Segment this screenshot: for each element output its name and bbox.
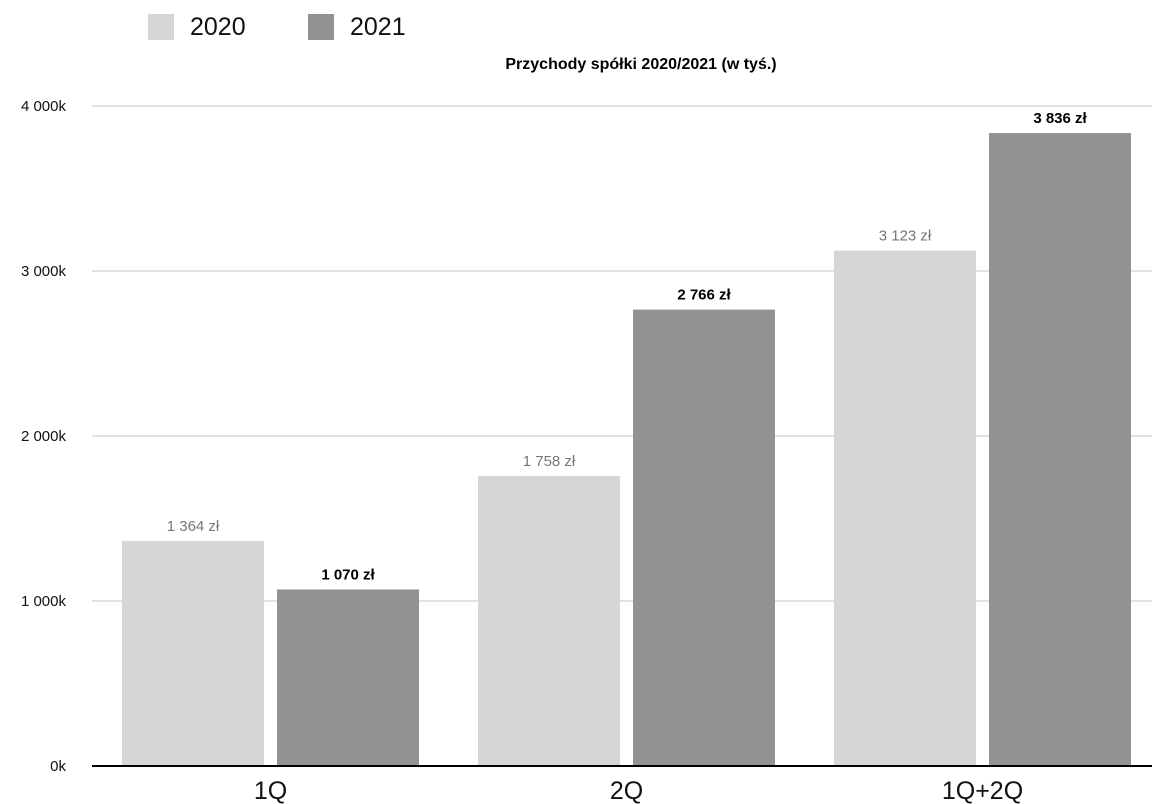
x-tick-label: 2Q xyxy=(610,777,643,804)
legend-label-2021: 2021 xyxy=(350,12,406,41)
legend-item-2020: 2020 xyxy=(148,13,246,41)
data-label: 1 758 zł xyxy=(523,453,576,470)
x-tick-label: 1Q xyxy=(254,777,287,804)
data-label: 1 070 zł xyxy=(321,566,375,583)
bar xyxy=(122,540,264,766)
bar xyxy=(989,133,1131,766)
legend-swatch-2021 xyxy=(308,14,334,40)
bar xyxy=(478,475,620,766)
legend-swatch-2020 xyxy=(148,14,174,40)
legend-item-2021: 2021 xyxy=(308,13,406,41)
y-tick-label: 1 000k xyxy=(21,593,67,610)
legend-label-2020: 2020 xyxy=(190,12,246,41)
data-label: 3 123 zł xyxy=(879,228,932,245)
y-tick-label: 3 000k xyxy=(21,263,67,280)
data-label: 3 836 zł xyxy=(1033,110,1087,127)
data-label: 2 766 zł xyxy=(677,287,731,304)
bar xyxy=(834,250,976,766)
y-tick-label: 2 000k xyxy=(21,428,67,445)
y-tick-label: 4 000k xyxy=(21,98,67,115)
chart-title: Przychody spółki 2020/2021 (w tyś.) xyxy=(505,56,777,73)
y-tick-label: 0k xyxy=(50,758,66,775)
bar xyxy=(633,309,775,766)
data-label: 1 364 zł xyxy=(167,518,220,535)
bar xyxy=(277,589,419,766)
x-tick-label: 1Q+2Q xyxy=(942,777,1023,804)
